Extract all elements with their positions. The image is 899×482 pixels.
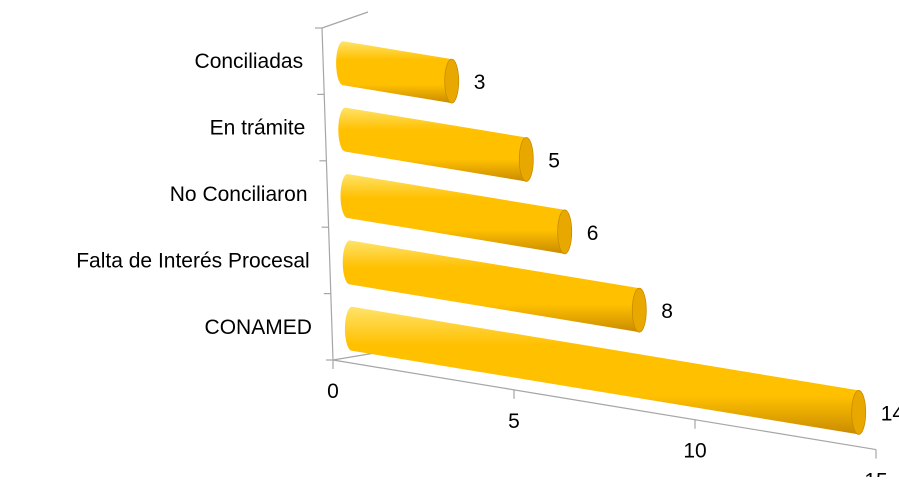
bar [338, 107, 534, 182]
category-label: CONAMED [205, 316, 312, 339]
value-tick-label: 5 [508, 410, 520, 433]
axes [315, 11, 877, 459]
category-label: No Conciliaron [170, 183, 308, 206]
bar-body [336, 41, 452, 104]
value-label: 5 [548, 149, 560, 172]
category-label: En trámite [210, 117, 306, 140]
value-tick-label: 10 [683, 440, 706, 463]
back-wall-edge [321, 11, 369, 29]
bars [336, 41, 867, 435]
bar-end-cap [851, 390, 867, 435]
bar-body [344, 306, 859, 435]
bar [336, 41, 460, 104]
category-label: Falta de Interés Procesal [76, 249, 309, 272]
bar-body [342, 240, 640, 333]
bar-end-cap [631, 287, 647, 333]
category-label: Conciliadas [195, 50, 304, 73]
value-label: 8 [661, 300, 673, 323]
bar-end-cap [518, 137, 534, 182]
bar-body [340, 174, 565, 254]
value-tick-label: 0 [327, 380, 339, 403]
value-label: 14 [881, 402, 899, 425]
category-axis-line [321, 27, 334, 361]
value-tick-label: 15 [864, 470, 887, 477]
bar-end-cap [444, 58, 460, 104]
value-axis-line [332, 359, 877, 451]
bar-end-cap [557, 209, 573, 255]
bar [342, 240, 647, 333]
labels: 0 5 10 15 3 Conciliadas 5 En trámite 6 No Concili… [76, 50, 899, 482]
bar [340, 174, 573, 255]
value-label: 3 [474, 71, 486, 94]
bar [344, 306, 867, 435]
value-label: 6 [587, 222, 599, 245]
bar-body [338, 107, 527, 182]
